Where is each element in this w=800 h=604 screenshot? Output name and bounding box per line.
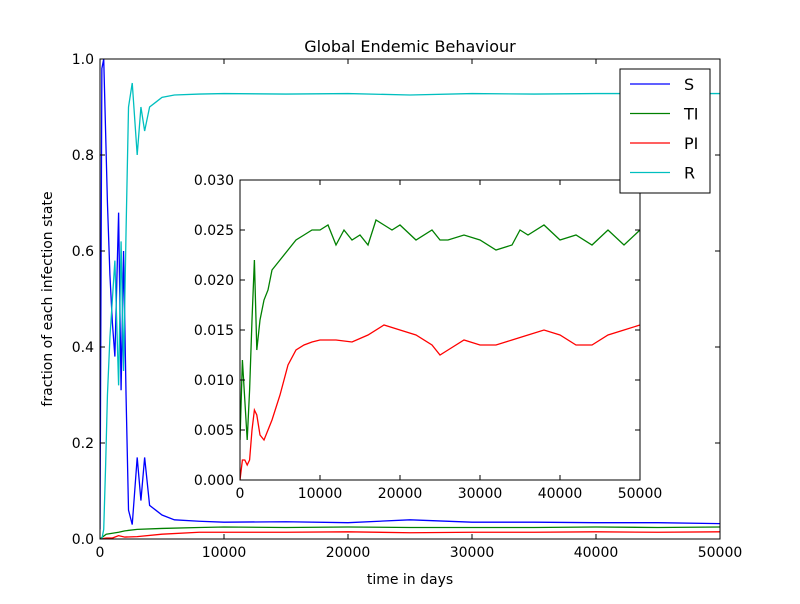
main-ytick-label: 0.6 (72, 244, 94, 260)
inset-ytick-label: 0.030 (194, 173, 234, 189)
legend-label-pi: PI (684, 134, 698, 153)
inset-axes: 0 10000 20000 30000 40000 50000 0.000 0.005 0.01… (194, 173, 662, 502)
inset-ytick-label: 0.010 (194, 373, 234, 389)
main-ytick-label: 1.0 (72, 52, 94, 68)
inset-xtick-label: 50000 (618, 486, 663, 502)
legend-label-s: S (684, 75, 694, 94)
main-xtick-label: 10000 (202, 545, 247, 561)
legend-box (619, 68, 711, 194)
main-ytick-label: 0.8 (72, 148, 94, 164)
main-series-ti (100, 526, 720, 539)
inset-xtick-label: 30000 (458, 486, 503, 502)
inset-xtick-label: 20000 (378, 486, 423, 502)
main-series-pi (100, 531, 720, 539)
inset-xtick-label: 0 (236, 486, 245, 502)
main-frame (99, 58, 721, 540)
main-series-r (100, 82, 720, 539)
inset-ytick-label: 0.000 (194, 473, 234, 489)
main-xtick-label: 0 (96, 545, 105, 561)
inset-series-pi (240, 324, 640, 480)
inset-ytick-label: 0.025 (194, 223, 234, 239)
main-ytick-label: 0.0 (72, 532, 94, 548)
inset-xtick-label: 40000 (538, 486, 583, 502)
inset-ytick-label: 0.020 (194, 273, 234, 289)
legend-label-r: R (684, 164, 695, 183)
main-ylabel: fraction of each infection state (40, 191, 56, 406)
main-xtick-label: 50000 (698, 545, 743, 561)
inset-ytick-label: 0.005 (194, 423, 234, 439)
inset-xtick-label: 10000 (298, 486, 343, 502)
main-ytick-label: 0.2 (72, 436, 94, 452)
legend: S TI PI R (619, 68, 711, 194)
main-title: Global Endemic Behaviour (304, 37, 516, 56)
main-series-s (100, 59, 720, 530)
main-xtick-label: 20000 (326, 545, 371, 561)
main-xtick-label: 40000 (574, 545, 619, 561)
inset-series-ti (240, 219, 640, 441)
legend-label-ti: TI (683, 105, 699, 124)
main-xtick-label: 30000 (450, 545, 495, 561)
main-ytick-label: 0.4 (72, 340, 94, 356)
inset-plot-area (240, 180, 640, 480)
inset-ytick-label: 0.015 (194, 323, 234, 339)
main-xlabel: time in days (367, 572, 453, 588)
